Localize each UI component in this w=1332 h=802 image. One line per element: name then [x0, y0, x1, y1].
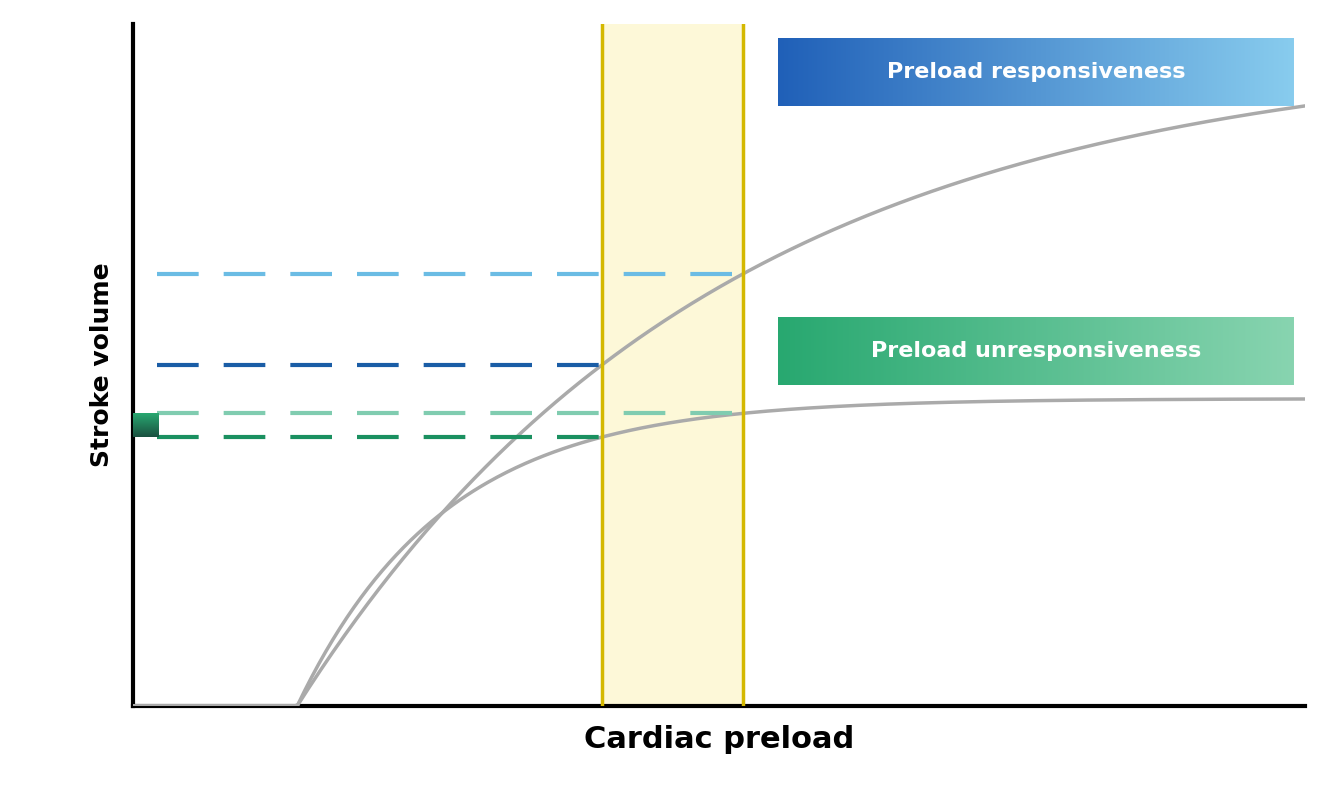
Y-axis label: Stroke volume: Stroke volume [89, 262, 113, 468]
X-axis label: Cardiac preload: Cardiac preload [585, 725, 854, 754]
Bar [602, 24, 743, 706]
